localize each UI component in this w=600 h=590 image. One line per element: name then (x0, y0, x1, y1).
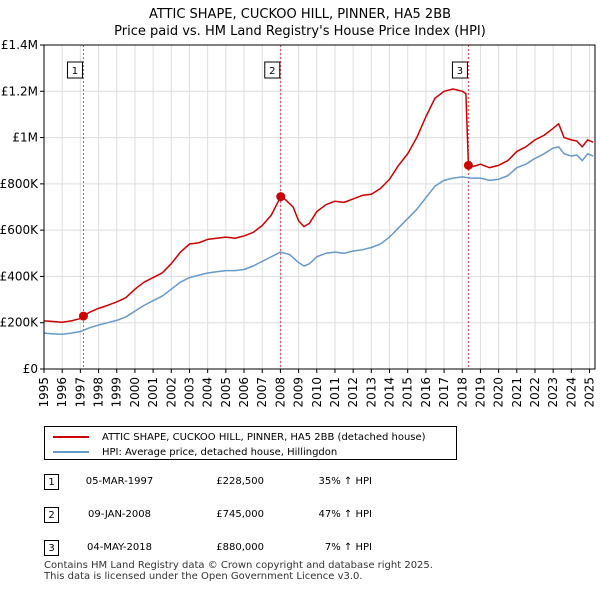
series-lines (43, 88, 594, 336)
sale-row: 2 09-JAN-2008 £745,000 47% ↑ HPI (44, 507, 374, 525)
y-tick-label: £1.2M (1, 84, 38, 98)
y-tick-label: £800K (0, 177, 39, 191)
x-tick-label: 2025 (583, 377, 597, 408)
x-tick-label: 2004 (201, 377, 215, 408)
grid (43, 44, 595, 370)
x-tick-label: 2007 (255, 377, 269, 408)
sale-marker-label: 2 (269, 66, 275, 77)
x-tick-label: 2024 (564, 377, 578, 408)
x-tick-label: 2005 (219, 377, 233, 408)
sale-number-badge: 3 (44, 540, 59, 556)
sale-hpi-change: 35% ↑ HPI (318, 476, 372, 487)
x-tick-label: 2017 (437, 377, 451, 408)
sale-price: £880,000 (216, 542, 264, 553)
property-price-line (43, 88, 594, 323)
x-tick-label: 1997 (73, 377, 87, 408)
y-tick-label: £1M (12, 131, 38, 145)
sale-marker-label: 1 (72, 66, 78, 77)
x-tick-label: 2022 (528, 377, 542, 408)
legend: ATTIC SHAPE, CUCKOO HILL, PINNER, HA5 2B… (44, 426, 457, 460)
sale-price: £228,500 (216, 476, 264, 487)
x-tick-label: 2021 (510, 377, 524, 408)
x-tick-label: 2013 (364, 377, 378, 408)
x-tick-label: 2000 (128, 377, 142, 408)
sale-row: 3 04-MAY-2018 £880,000 7% ↑ HPI (44, 540, 374, 558)
legend-item-property: ATTIC SHAPE, CUCKOO HILL, PINNER, HA5 2B… (53, 430, 426, 444)
x-tick-label: 2015 (401, 377, 415, 408)
hpi-price-line (43, 146, 594, 336)
chart-title-line-2: Price paid vs. HM Land Registry's House … (114, 24, 486, 39)
sale-marker-label: 3 (457, 66, 463, 77)
sale-date: 05-MAR-1997 (85, 476, 154, 487)
x-tick-label: 2010 (310, 377, 324, 408)
y-tick-label: £1.4M (1, 38, 38, 52)
y-tick-label: £200K (0, 316, 39, 330)
sale-point (276, 192, 286, 202)
sale-date: 09-JAN-2008 (87, 509, 152, 520)
sale-point (78, 311, 88, 321)
sale-points (78, 160, 473, 321)
x-axis-ticks: 1995 1996 1997 1998 1999 2000 2001 2002 2003 2004… (37, 369, 597, 408)
sale-point (463, 160, 473, 170)
legend-swatch-property (53, 436, 89, 438)
sale-marker-labels: 1 2 3 (66, 61, 468, 79)
plot-frame (43, 44, 596, 370)
sale-row: 1 05-MAR-1997 £228,500 35% ↑ HPI (44, 474, 374, 492)
sale-date: 04-MAY-2018 (86, 542, 152, 553)
x-tick-label: 2003 (182, 377, 196, 408)
sale-marker-box (264, 61, 281, 79)
legend-item-hpi: HPI: Average price, detached house, Hill… (53, 445, 337, 459)
y-axis-ticks: £0 £200K £400K £600K £800K £1M £1.2M £1.4M (0, 38, 44, 376)
x-tick-label: 2012 (346, 377, 360, 408)
x-tick-label: 2006 (237, 377, 251, 408)
y-tick-label: £600K (0, 223, 39, 237)
x-tick-label: 1999 (110, 377, 124, 408)
x-tick-label: 2020 (492, 377, 506, 408)
footer-licence: This data is licensed under the Open Gov… (44, 571, 363, 582)
x-tick-label: 2001 (146, 377, 160, 408)
sale-hpi-change: 47% ↑ HPI (318, 509, 372, 520)
x-tick-label: 1998 (92, 377, 106, 408)
y-tick-label: £0 (23, 362, 38, 376)
legend-label-hpi: HPI: Average price, detached house, Hill… (102, 446, 338, 458)
x-tick-label: 2023 (546, 377, 560, 408)
y-tick-label: £400K (0, 269, 39, 283)
sale-marker-box (66, 61, 83, 79)
sale-number-badge: 1 (44, 474, 59, 490)
sale-number-badge: 2 (44, 507, 59, 523)
x-tick-label: 2019 (473, 377, 487, 408)
legend-label-property: ATTIC SHAPE, CUCKOO HILL, PINNER, HA5 2B… (102, 431, 426, 443)
x-tick-label: 2008 (273, 377, 287, 408)
x-tick-label: 2016 (419, 377, 433, 408)
chart-title: ATTIC SHAPE, CUCKOO HILL, PINNER, HA5 2B… (0, 6, 600, 40)
sale-marker-box (451, 61, 468, 79)
x-tick-label: 2014 (383, 377, 397, 408)
footer: Contains HM Land Registry data © Crown c… (44, 560, 433, 582)
x-tick-label: 1996 (55, 377, 69, 408)
x-tick-label: 2018 (455, 377, 469, 408)
legend-swatch-hpi (53, 451, 89, 453)
x-tick-label: 2011 (328, 377, 342, 408)
x-tick-label: 1995 (37, 377, 51, 408)
x-tick-label: 2002 (164, 377, 178, 408)
chart-title-line-1: ATTIC SHAPE, CUCKOO HILL, PINNER, HA5 2B… (148, 7, 452, 22)
x-tick-label: 2009 (292, 377, 306, 408)
sale-price: £745,000 (216, 509, 264, 520)
footer-copyright: Contains HM Land Registry data © Crown c… (44, 560, 433, 571)
sale-hpi-change: 7% ↑ HPI (324, 542, 372, 553)
